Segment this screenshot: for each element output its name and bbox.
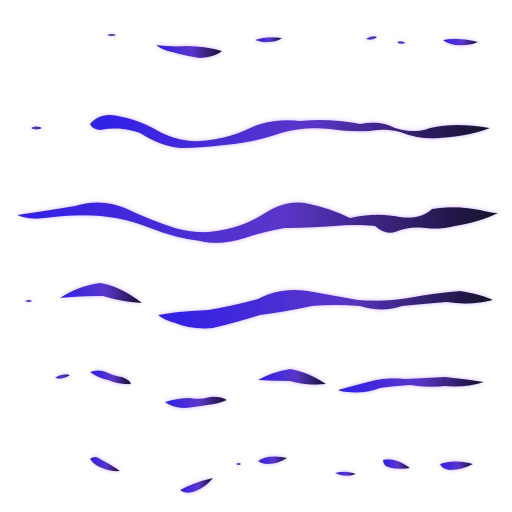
stroke-row-long-wavy-full (17, 202, 498, 243)
stroke-row-long-wavy-b (25, 283, 493, 329)
stroke-row-broken-wavy (55, 369, 484, 408)
stroke-row-fragmented-thin (107, 34, 478, 58)
stroke-row-dotted-fragments (90, 456, 473, 493)
stroke-row-long-wavy-a (31, 115, 490, 148)
